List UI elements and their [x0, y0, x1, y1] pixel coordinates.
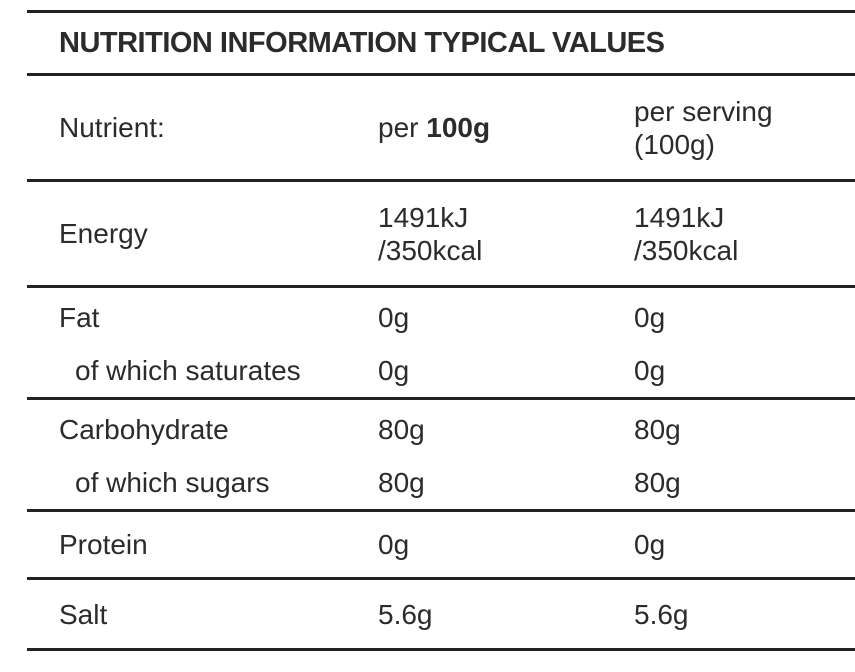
table-row-fat: Fat 0g 0g of which saturates 0g 0g: [27, 288, 855, 400]
salt-label: Salt: [59, 598, 108, 630]
fat-main-row: Fat 0g 0g: [27, 291, 855, 344]
energy-per-serving: 1491kJ /350kcal: [634, 182, 855, 285]
fat-per-serving: 0g: [634, 302, 666, 333]
energy-per-100g-kcal: /350kcal: [378, 234, 483, 266]
energy-per-serving-kcal: /350kcal: [634, 234, 739, 266]
energy-per-100g-kj: 1491kJ: [378, 201, 469, 233]
table-row-protein: Protein 0g 0g: [27, 512, 855, 580]
salt-per-100g: 5.6g: [378, 598, 433, 630]
fat-label: Fat: [59, 302, 100, 333]
header-row: Nutrient: per 100g per serving (100g): [27, 76, 855, 182]
header-per-serving-line2: (100g): [634, 128, 715, 160]
carbohydrate-label: Carbohydrate: [59, 414, 229, 445]
energy-per-100g: 1491kJ /350kcal: [378, 182, 634, 285]
header-per-serving-line1: per serving: [634, 95, 773, 127]
saturates-per-serving: 0g: [634, 355, 666, 386]
header-per-100g-prefix: per: [378, 112, 427, 143]
protein-label: Protein: [59, 529, 148, 560]
protein-per-serving: 0g: [634, 529, 666, 560]
nutrition-table: NUTRITION INFORMATION TYPICAL VALUES Nut…: [27, 10, 855, 651]
salt-per-serving: 5.6g: [634, 598, 689, 630]
sugars-label: of which sugars: [75, 467, 270, 498]
header-per-100g: per 100g: [378, 76, 634, 179]
table-row-energy: Energy 1491kJ /350kcal 1491kJ /350kcal: [27, 182, 855, 288]
saturates-per-100g: 0g: [378, 355, 410, 386]
header-per-100g-amount: 100g: [426, 112, 491, 143]
table-title: NUTRITION INFORMATION TYPICAL VALUES: [27, 10, 855, 76]
table-row-carbohydrate: Carbohydrate 80g 80g of which sugars 80g…: [27, 400, 855, 512]
saturates-row: of which saturates 0g 0g: [27, 344, 855, 397]
sugars-row: of which sugars 80g 80g: [27, 456, 855, 509]
carbohydrate-per-100g: 80g: [378, 414, 425, 445]
saturates-label: of which saturates: [75, 355, 301, 386]
header-nutrient: Nutrient:: [59, 112, 165, 143]
sugars-per-serving: 80g: [634, 467, 681, 498]
header-per-serving: per serving (100g): [634, 76, 855, 179]
table-row-salt: Salt 5.6g 5.6g: [27, 580, 855, 651]
fat-per-100g: 0g: [378, 302, 410, 333]
protein-per-100g: 0g: [378, 529, 410, 560]
carbohydrate-main-row: Carbohydrate 80g 80g: [27, 403, 855, 456]
sugars-per-100g: 80g: [378, 467, 425, 498]
carbohydrate-per-serving: 80g: [634, 414, 681, 445]
energy-per-serving-kj: 1491kJ: [634, 201, 725, 233]
energy-label: Energy: [59, 218, 148, 249]
